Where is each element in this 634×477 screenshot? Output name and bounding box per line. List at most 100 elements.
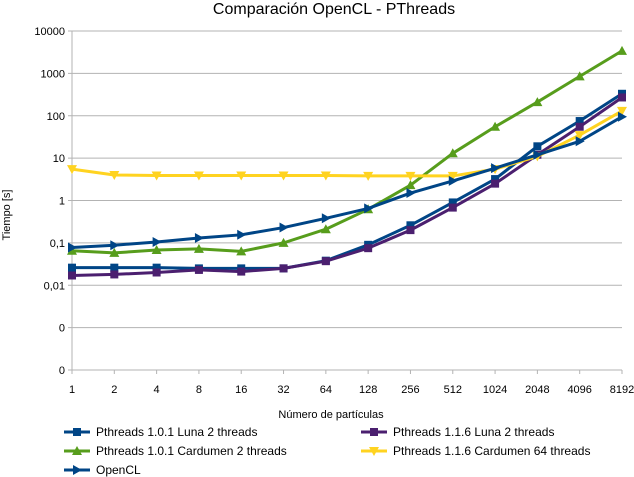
data-point (321, 213, 331, 224)
data-point (574, 131, 585, 141)
data-point (279, 222, 289, 233)
legend-label: Pthreads 1.0.1 Luna 2 threads (96, 425, 257, 439)
data-point (151, 244, 162, 254)
legend-label: Pthreads 1.1.6 Luna 2 threads (393, 425, 554, 439)
data-point (406, 221, 415, 230)
data-point (575, 136, 585, 147)
data-point (194, 265, 203, 274)
data-point (617, 106, 627, 116)
x-tick-label: 1024 (483, 384, 507, 396)
x-tick-label: 32 (277, 384, 289, 396)
data-point (152, 268, 161, 277)
data-point (151, 171, 162, 181)
x-tick-label: 64 (320, 384, 332, 396)
data-point (363, 171, 374, 181)
data-point (320, 171, 331, 181)
data-point (194, 233, 204, 244)
x-tick-label: 2 (111, 384, 117, 396)
series-line (71, 115, 623, 249)
legend: Pthreads 1.0.1 Luna 2 threads Pthreads 1.… (64, 425, 590, 477)
data-point (152, 236, 162, 247)
data-point (448, 175, 458, 186)
data-point (279, 264, 288, 273)
legend-item: Pthreads 1.1.6 Luna 2 threads (361, 425, 554, 439)
data-point (406, 226, 415, 235)
x-tick-label: 16 (235, 384, 247, 396)
series-line (72, 92, 623, 270)
data-point (533, 149, 543, 160)
x-tick-label: 128 (359, 384, 377, 396)
data-point (68, 263, 76, 272)
series-1 (68, 89, 626, 273)
data-point (110, 240, 120, 251)
data-point (618, 93, 626, 102)
x-tick-label: 4096 (567, 384, 591, 396)
data-point (109, 170, 120, 180)
data-point (67, 245, 77, 255)
legend-item: Pthreads 1.0.1 Luna 2 threads (64, 425, 257, 439)
y-tick-label: 0 (59, 365, 65, 377)
data-point (321, 257, 330, 266)
data-point (617, 45, 627, 55)
data-point (447, 148, 458, 158)
data-point (364, 203, 374, 214)
data-point (236, 171, 247, 181)
legend-label: OpenCL (96, 463, 141, 477)
data-point (193, 171, 204, 181)
data-point (68, 242, 77, 253)
data-point (533, 142, 542, 151)
data-point (110, 270, 119, 279)
data-point (236, 246, 247, 256)
data-point (491, 163, 501, 174)
data-point (109, 247, 120, 257)
legend-marker (72, 446, 82, 455)
legend-marker (370, 428, 378, 436)
data-point (364, 244, 373, 253)
data-point (448, 203, 457, 212)
legend-marker (73, 465, 82, 475)
data-point (447, 171, 458, 181)
data-point (278, 171, 289, 181)
data-point (574, 71, 585, 81)
data-point (406, 188, 416, 199)
legend-label: Pthreads 1.1.6 Cardumen 64 threads (393, 444, 590, 458)
y-tick-label: 0,1 (50, 238, 65, 250)
x-tick-label: 8 (196, 384, 202, 396)
x-tick-label: 256 (401, 384, 419, 396)
y-axis-title: Tiempo [s] (1, 190, 13, 241)
data-point (618, 111, 627, 122)
data-point (490, 121, 501, 131)
data-point (320, 224, 331, 234)
x-tick-label: 1 (69, 384, 75, 396)
y-tick-label: 100 (47, 111, 65, 123)
data-point (110, 263, 119, 272)
y-tick-label: 0,01 (44, 280, 65, 292)
data-point (68, 271, 76, 280)
series-line (71, 49, 623, 255)
series-3 (67, 45, 627, 257)
data-point (532, 97, 543, 107)
data-point (193, 243, 204, 253)
legend-marker (73, 428, 81, 436)
data-point (491, 175, 500, 184)
y-tick-label: 10 (53, 153, 65, 165)
legend-item: Pthreads 1.0.1 Cardumen 2 threads (64, 444, 287, 458)
x-tick-label: 8192 (610, 384, 634, 396)
chart-title: Comparación OpenCL - PThreads (213, 1, 455, 18)
y-tick-label: 1 (59, 196, 65, 208)
data-point (278, 237, 289, 247)
data-point (67, 165, 77, 175)
data-point (237, 267, 246, 276)
y-tick-label: 10000 (34, 26, 65, 38)
y-tick-label: 0 (59, 323, 65, 335)
data-point (405, 171, 416, 181)
data-point (237, 229, 247, 240)
legend-marker (369, 447, 379, 456)
x-tick-label: 4 (154, 384, 160, 396)
data-point (575, 122, 584, 131)
data-point (575, 117, 584, 126)
data-point (491, 179, 500, 188)
data-point (405, 180, 416, 190)
x-tick-label: 2048 (525, 384, 549, 396)
